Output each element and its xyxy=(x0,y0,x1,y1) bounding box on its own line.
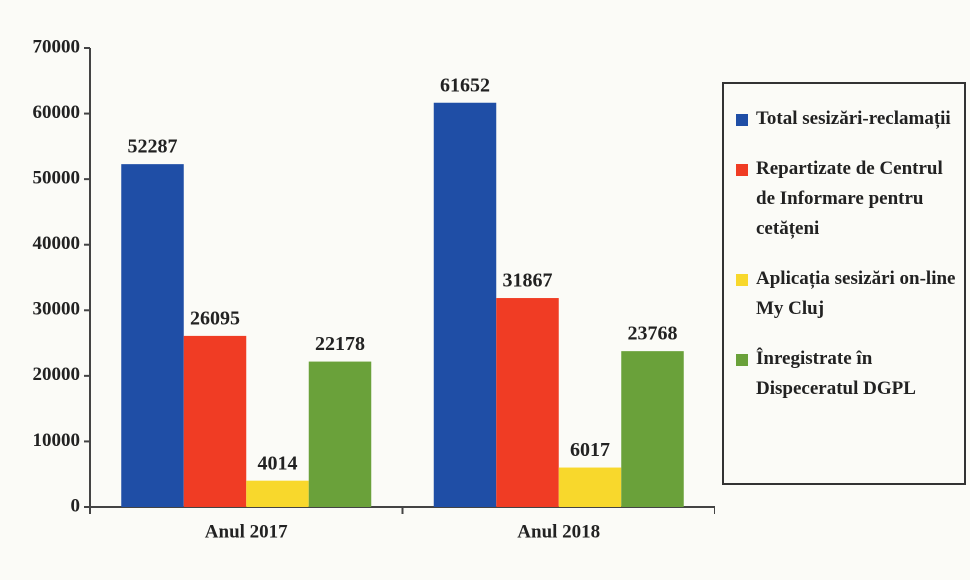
legend-item: Înregistrate în Dispeceratul DGPL xyxy=(736,344,956,404)
data-label: 61652 xyxy=(440,74,490,96)
y-tick-label: 50000 xyxy=(33,168,81,189)
legend-swatch xyxy=(736,164,748,176)
legend-swatch xyxy=(736,354,748,366)
legend-item: Total sesizări-reclamații xyxy=(736,104,956,134)
data-label: 4014 xyxy=(258,452,298,474)
y-tick-label: 30000 xyxy=(33,299,81,320)
data-label: 6017 xyxy=(570,439,610,461)
legend-swatch xyxy=(736,114,748,126)
y-tick-label: 0 xyxy=(71,495,81,516)
bar xyxy=(433,102,497,508)
legend-swatch xyxy=(736,274,748,286)
bar xyxy=(246,480,309,507)
legend: Total sesizări-reclamații Repartizate de … xyxy=(722,82,966,485)
data-label: 22178 xyxy=(315,333,365,355)
legend-item: Aplicația sesizări on-line My Cluj xyxy=(736,264,956,324)
legend-label: Aplicația sesizări on-line My Cluj xyxy=(756,268,956,319)
bar xyxy=(621,351,684,507)
bar xyxy=(558,467,622,507)
y-tick-label: 10000 xyxy=(33,430,81,451)
bar xyxy=(183,335,247,507)
y-tick-label: 70000 xyxy=(33,36,81,57)
bar xyxy=(496,298,559,507)
data-label: 52287 xyxy=(128,136,178,158)
bar xyxy=(121,164,184,507)
y-tick-label: 20000 xyxy=(33,364,81,385)
x-tick-label: Anul 2017 xyxy=(205,521,288,542)
legend-label: Repartizate de Centrul de Informare pent… xyxy=(756,158,943,239)
data-label: 26095 xyxy=(190,307,240,329)
data-label: 31867 xyxy=(503,270,553,292)
legend-label: Înregistrate în Dispeceratul DGPL xyxy=(756,348,916,399)
legend-item: Repartizate de Centrul de Informare pent… xyxy=(736,154,956,244)
y-tick-label: 60000 xyxy=(33,102,81,123)
x-tick-label: Anul 2018 xyxy=(517,521,600,542)
chart: 0 10000 20000 30000 40000 50000 60000 70000 Anul… xyxy=(33,36,715,542)
legend-label: Total sesizări-reclamații xyxy=(756,108,951,129)
y-tick-label: 40000 xyxy=(33,233,81,254)
data-label: 23768 xyxy=(628,323,678,345)
bar xyxy=(308,361,372,507)
